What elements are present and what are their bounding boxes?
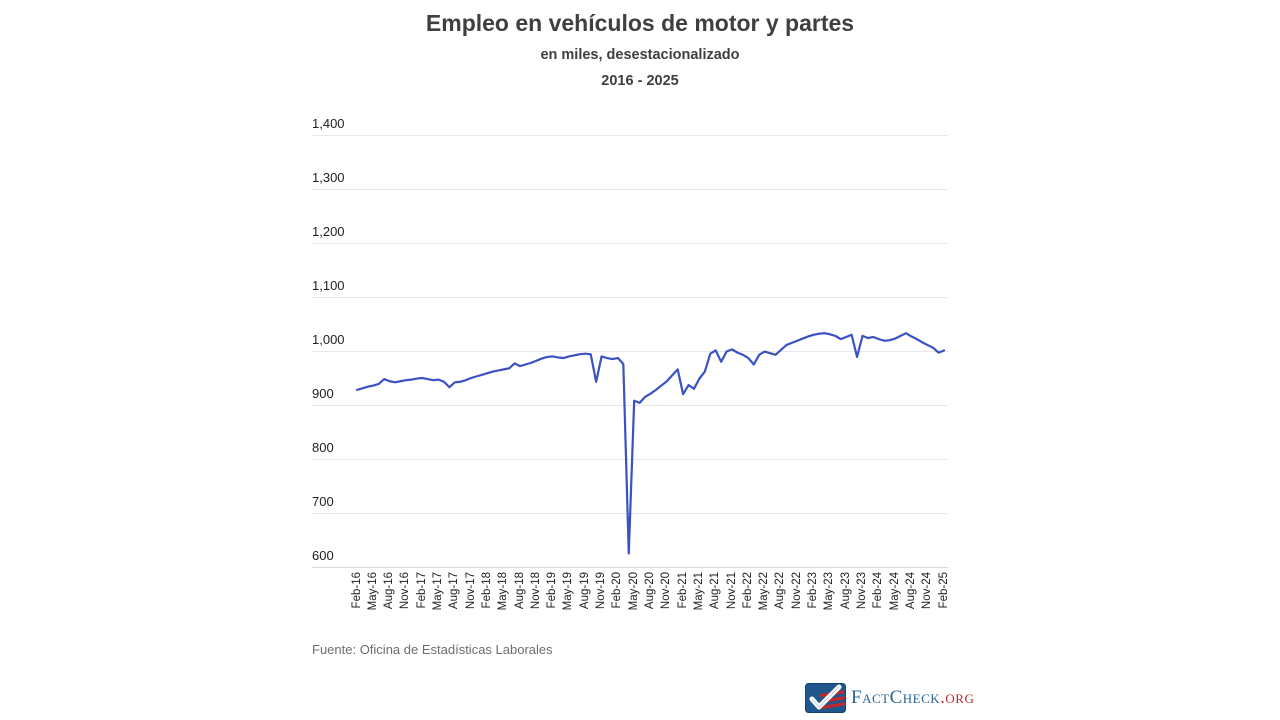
y-axis-tick-label: 1,000 xyxy=(312,332,345,347)
y-axis-tick-label: 1,300 xyxy=(312,170,345,185)
gridline xyxy=(312,351,948,352)
logo-brand: FactCheck xyxy=(851,687,941,708)
gridline xyxy=(312,189,948,190)
chart-title: Empleo en vehículos de motor y partes xyxy=(425,10,855,36)
gridline xyxy=(312,405,948,406)
y-axis-tick-label: 900 xyxy=(312,386,334,401)
gridline xyxy=(312,297,948,298)
y-axis-tick-label: 1,400 xyxy=(312,116,345,131)
gridline xyxy=(312,459,948,460)
y-axis-tick-label: 800 xyxy=(312,440,334,455)
gridline xyxy=(312,243,948,244)
employment-line-series xyxy=(355,332,946,555)
gridline xyxy=(312,135,948,136)
factcheck-flag-check-icon xyxy=(805,683,846,713)
factcheck-logo: FactCheck.org xyxy=(805,683,974,713)
chart-period: 2016 - 2025 xyxy=(601,73,679,89)
y-axis-tick-label: 600 xyxy=(312,548,334,563)
source-note: Fuente: Oficina de Estadísticas Laborale… xyxy=(312,642,553,657)
logo-suffix: .org xyxy=(940,687,975,708)
y-axis-tick-label: 1,200 xyxy=(312,224,345,239)
y-axis-tick-label: 700 xyxy=(312,494,334,509)
factcheck-logo-text: FactCheck.org xyxy=(851,683,974,713)
gridline xyxy=(312,567,948,568)
chart-subtitle: en miles, desestacionalizado xyxy=(540,47,740,63)
y-axis-tick-label: 1,100 xyxy=(312,278,345,293)
